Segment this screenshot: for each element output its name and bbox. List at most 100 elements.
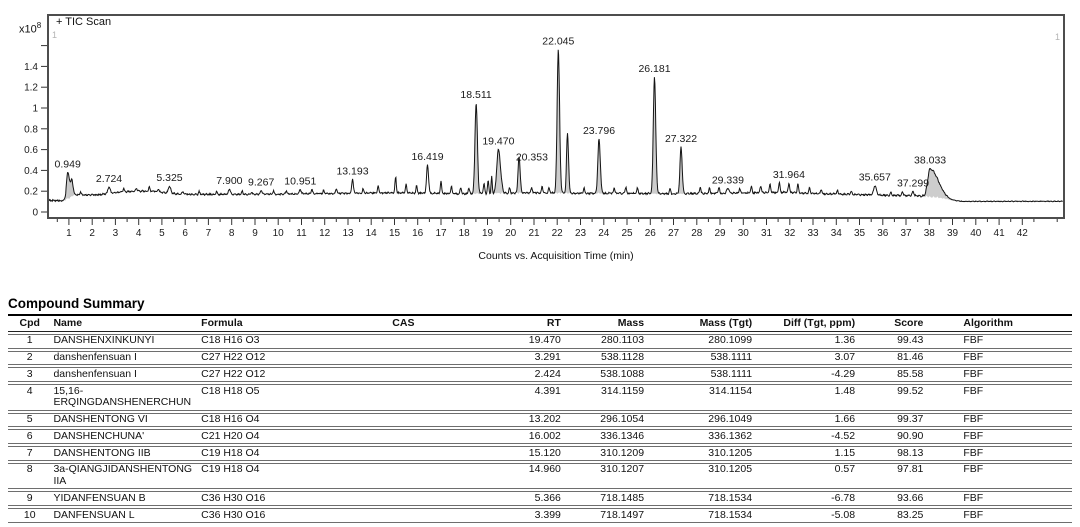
segment-marker-left: 1 <box>52 30 58 40</box>
cell-cas <box>297 462 510 490</box>
cell-rt: 5.366 <box>509 491 563 506</box>
x-tick-label: 33 <box>807 228 819 239</box>
y-tick-label: 0 <box>32 208 38 219</box>
cell-rt: 13.202 <box>509 412 563 428</box>
cell-name: danshenfensuan I <box>51 367 200 382</box>
cell-mass_tgt: 718.1534 <box>646 508 755 523</box>
cell-mass_tgt: 538.1111 <box>646 367 755 382</box>
table-row: 7 DANSHENTONG IIB C19 H18 O4 15.120 310.1209… <box>8 446 1072 461</box>
x-tick-label: 12 <box>319 228 331 239</box>
compound-table-body: 1 DANSHENXINKUNYI C18 H16 O3 19.470 280.1103… <box>8 333 1072 523</box>
cell-diff: -4.52 <box>754 429 858 444</box>
x-tick-label: 15 <box>389 228 401 239</box>
peak-label: 29.339 <box>712 175 744 187</box>
x-tick-label: 36 <box>877 228 889 239</box>
cell-formula: C19 H18 O4 <box>199 446 298 461</box>
cell-name: DANSHENTONG IIB <box>51 446 200 461</box>
x-tick-label: 10 <box>273 228 285 239</box>
peak-fill <box>594 139 604 194</box>
x-tick-label: 18 <box>459 228 471 239</box>
col-cpd: Cpd <box>8 317 52 332</box>
table-row: 6 DANSHENCHUNA' C21 H20 O4 16.002 336.1346 33… <box>8 429 1072 444</box>
peak-fill <box>471 104 481 195</box>
cell-cas <box>297 384 510 411</box>
cell-formula: C18 H16 O3 <box>199 333 298 349</box>
cell-rt: 4.391 <box>509 384 563 411</box>
table-row: 1 DANSHENXINKUNYI C18 H16 O3 19.470 280.1103… <box>8 333 1072 349</box>
cell-algorithm: FBF <box>925 350 1072 366</box>
cell-cpd: 3 <box>8 367 52 382</box>
x-tick-label: 35 <box>854 228 866 239</box>
cell-score: 98.13 <box>857 446 926 461</box>
x-tick-label: 21 <box>528 228 540 239</box>
x-tick-label: 24 <box>598 228 610 239</box>
cell-mass_tgt: 314.1154 <box>646 384 755 411</box>
y-tick-label: 0.6 <box>24 145 38 156</box>
x-tick-label: 22 <box>552 228 564 239</box>
col-formula: Formula <box>199 317 298 332</box>
cell-name: DANSHENTONG VI <box>51 412 200 428</box>
header-row: Cpd Name Formula CAS RT Mass Mass (Tgt) Diff (T… <box>8 317 1072 332</box>
y-exponent-base: x10 <box>19 23 37 36</box>
peak-label: 31.964 <box>773 169 805 181</box>
cell-mass: 336.1346 <box>562 429 647 444</box>
chromatogram-panel: x108 1 2 3 4 5 6 7 8 9 10 11 12 13 14 15 16 17 18 19 20 21 22… <box>19 14 1065 262</box>
cell-name: 15,16-ERQINGDANSHENERCHUN <box>51 384 200 411</box>
x-tick-label: 26 <box>645 228 657 239</box>
x-tick-label: 40 <box>970 228 982 239</box>
cell-cpd: 6 <box>8 429 52 444</box>
cell-formula: C18 H18 O5 <box>199 384 298 411</box>
peak-label: 38.033 <box>914 155 946 167</box>
x-tick-label: 14 <box>366 228 378 239</box>
cell-diff: -6.78 <box>754 491 858 506</box>
tic-chromatogram-plot: 1 2 3 4 5 6 7 8 9 10 11 12 13 14 15 16 17 18 19 20 21 22 23 24 2… <box>24 14 1065 239</box>
peak-label: 0.949 <box>55 159 81 171</box>
tic-trace <box>47 49 1063 203</box>
y-axis-exponent: x108 <box>19 21 41 36</box>
x-tick-label: 2 <box>89 228 95 239</box>
cell-formula: C18 H16 O4 <box>199 412 298 428</box>
cell-formula: C27 H22 O12 <box>199 367 298 382</box>
cell-cpd: 4 <box>8 384 52 411</box>
cell-score: 99.37 <box>857 412 926 428</box>
cell-cas <box>297 429 510 444</box>
cell-mass: 538.1088 <box>562 367 647 382</box>
section-title: Compound Summary <box>8 296 1072 316</box>
x-tick-label: 39 <box>947 228 959 239</box>
cell-algorithm: FBF <box>925 333 1072 349</box>
x-tick-label: 27 <box>668 228 680 239</box>
compound-table-header: Cpd Name Formula CAS RT Mass Mass (Tgt) Diff (T… <box>8 317 1072 332</box>
compound-table: Cpd Name Formula CAS RT Mass Mass (Tgt) Diff (T… <box>8 316 1072 525</box>
cell-cas <box>297 491 510 506</box>
x-axis-title: Counts vs. Acquisition Time (min) <box>478 250 634 262</box>
cell-formula: C21 H20 O4 <box>199 429 298 444</box>
cell-mass: 310.1207 <box>562 462 647 490</box>
x-tick-label: 11 <box>296 228 307 239</box>
x-tick-label: 28 <box>691 228 703 239</box>
x-tick-label: 19 <box>482 228 494 239</box>
plot-border <box>47 14 1065 219</box>
cell-score: 93.66 <box>857 491 926 506</box>
table-row: 9 YIDANFENSUAN B C36 H30 O16 5.366 718.1485 7… <box>8 491 1072 506</box>
peak-label: 22.045 <box>542 36 574 48</box>
table-row: 4 15,16-ERQINGDANSHENERCHUN C18 H18 O5 4.39… <box>8 384 1072 411</box>
y-tick-label: 1.4 <box>24 62 38 73</box>
peak-label: 10.951 <box>284 176 316 188</box>
cell-algorithm: FBF <box>925 384 1072 411</box>
cell-rt: 19.470 <box>509 333 563 349</box>
peak-fills <box>62 49 959 202</box>
x-tick-label: 34 <box>831 228 843 239</box>
x-tick-label: 41 <box>994 228 1006 239</box>
cell-rt: 2.424 <box>509 367 563 382</box>
cell-mass: 538.1128 <box>562 350 647 366</box>
peak-label: 16.419 <box>411 151 443 163</box>
x-tick-label: 4 <box>136 228 142 239</box>
y-exponent-power: 8 <box>36 21 42 30</box>
peak-label: 2.724 <box>96 173 122 185</box>
cell-formula: C27 H22 O12 <box>199 350 298 366</box>
cell-mass_tgt: 280.1099 <box>646 333 755 349</box>
cell-formula: C36 H30 O16 <box>199 491 298 506</box>
y-tick-label: 1 <box>32 104 38 115</box>
cell-rt: 3.291 <box>509 350 563 366</box>
x-tick-label: 20 <box>505 228 517 239</box>
